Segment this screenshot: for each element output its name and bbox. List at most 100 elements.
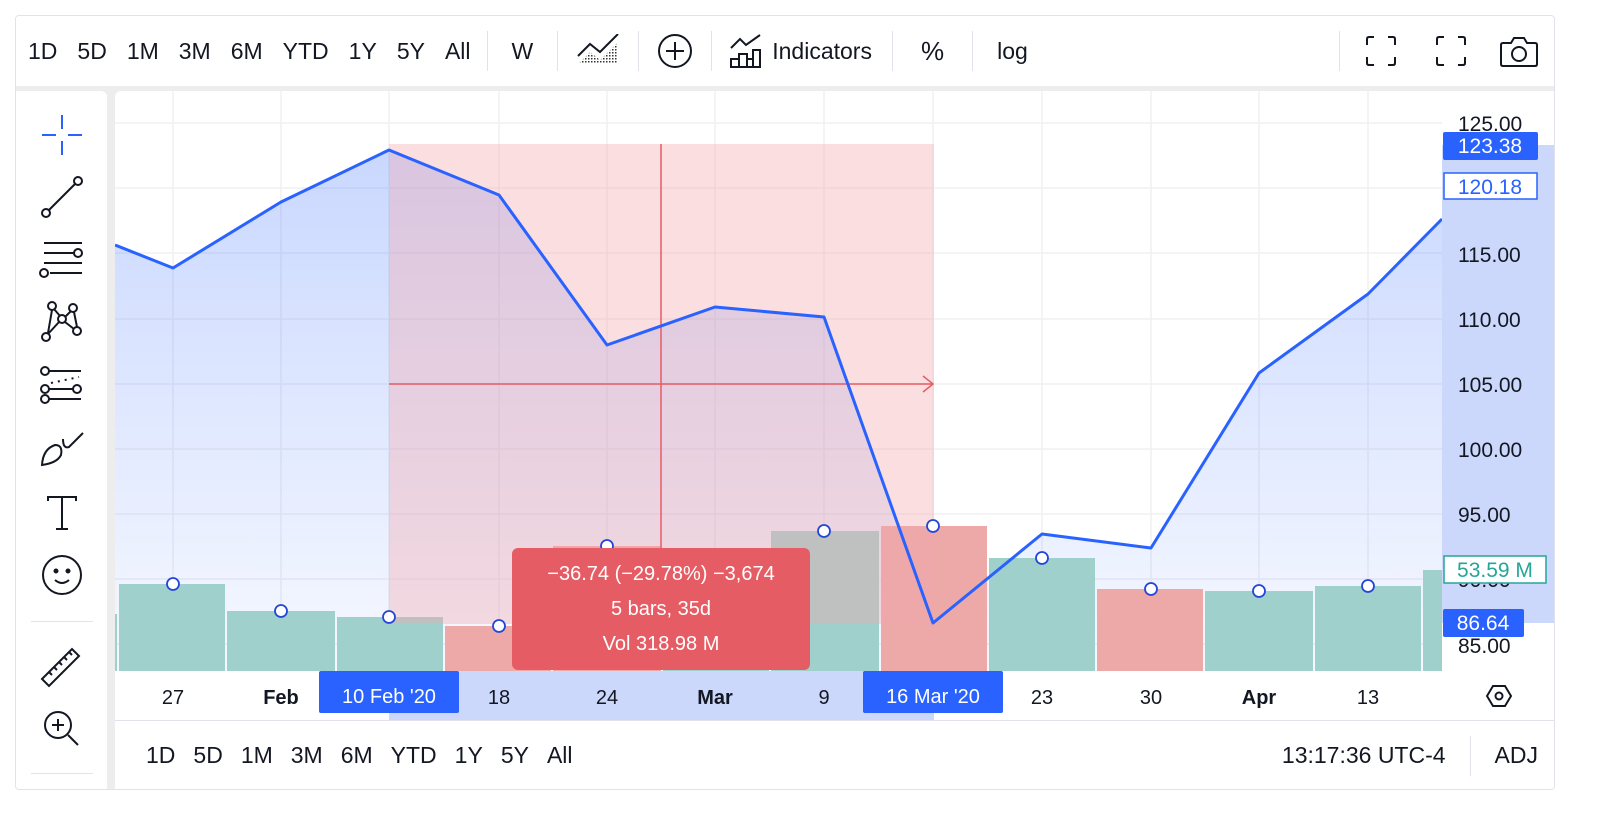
- divider: [557, 31, 559, 71]
- drawing-toolbar: [16, 91, 107, 789]
- trend-line-icon: [41, 176, 83, 218]
- volume-label-bg: [1443, 555, 1547, 584]
- range-end-date: 16 Mar '20: [886, 686, 980, 708]
- svg-text:100.00: 100.00: [1458, 439, 1522, 462]
- svg-text:27: 27: [162, 687, 184, 709]
- crosshair-icon: [42, 115, 82, 155]
- bottom-range-6m[interactable]: 6M: [340, 742, 373, 768]
- svg-text:23: 23: [1031, 687, 1053, 709]
- range-1d[interactable]: 1D: [28, 37, 58, 64]
- svg-text:Apr: Apr: [1242, 687, 1277, 709]
- settings-icon[interactable]: [1485, 685, 1513, 707]
- range-start-date: 10 Feb '20: [342, 686, 436, 708]
- bottom-range-all[interactable]: All: [546, 742, 573, 768]
- measure-arrow-icon: [922, 375, 935, 393]
- bottom-range-1m[interactable]: 1M: [240, 742, 273, 768]
- divider: [31, 621, 93, 622]
- chart-widget: 1D 5D 1M 3M 6M YTD 1Y 5Y All W: [15, 15, 1555, 790]
- plus-circle-icon: [658, 34, 693, 68]
- svg-text:9: 9: [818, 687, 829, 709]
- svg-text:85.00: 85.00: [1458, 635, 1511, 658]
- screenshot-button[interactable]: [1486, 16, 1554, 86]
- svg-text:13: 13: [1357, 687, 1379, 709]
- bottom-toolbar: 1D 5D 1M 3M 6M YTD 1Y 5Y All 13:17:36 UT…: [115, 720, 1554, 789]
- last-price-label: 120.18: [1458, 176, 1522, 199]
- range-high-label: 123.38: [1458, 135, 1522, 158]
- zoom-in-icon: [44, 711, 79, 746]
- bottom-range-3m[interactable]: 3M: [290, 742, 323, 768]
- ruler-icon: [40, 647, 81, 688]
- price-axis-range-highlight: [1442, 145, 1554, 623]
- range-start-date-bg: [319, 671, 459, 713]
- svg-text:30: 30: [1140, 687, 1162, 709]
- range-low-label-bg: [1443, 609, 1524, 637]
- text-icon: [47, 496, 77, 530]
- bottom-range-5y[interactable]: 5Y: [500, 742, 529, 768]
- indicators-label: Indicators: [772, 37, 872, 64]
- range-3m[interactable]: 3M: [178, 37, 211, 64]
- divider: [711, 31, 713, 71]
- svg-text:115.00: 115.00: [1458, 244, 1521, 267]
- compare-button[interactable]: [645, 16, 705, 86]
- svg-text:95.00: 95.00: [1458, 504, 1511, 527]
- fullscreen-button[interactable]: [1346, 16, 1416, 86]
- ruler-tool[interactable]: [36, 639, 88, 691]
- timezone-clock[interactable]: 13:17:36 UTC-4: [1281, 742, 1446, 768]
- range-5y[interactable]: 5Y: [396, 37, 425, 64]
- horizontal-lines-icon: [39, 242, 83, 278]
- bottom-range-1y[interactable]: 1Y: [454, 742, 483, 768]
- bottom-range-1d[interactable]: 1D: [146, 742, 176, 768]
- divider: [486, 31, 488, 71]
- emoji-tool[interactable]: [36, 549, 88, 601]
- volume-markers: [166, 519, 1375, 633]
- zoom-in-tool[interactable]: [36, 703, 88, 755]
- fib-tool[interactable]: [36, 361, 88, 413]
- chart-pane[interactable]: 125.00 115.00 110.00 105.00 100.00 95.00…: [115, 91, 1555, 789]
- price-chart[interactable]: 125.00 115.00 110.00 105.00 100.00 95.00…: [115, 91, 1555, 721]
- last-price-label-bg: [1443, 172, 1538, 200]
- svg-text:110.00: 110.00: [1458, 309, 1521, 332]
- range-end-date-bg: [863, 671, 1003, 713]
- text-tool[interactable]: [36, 487, 88, 539]
- measure-change: −36.74 (−29.78%) −3,674: [547, 563, 775, 585]
- divider: [972, 31, 974, 71]
- range-6m[interactable]: 6M: [230, 37, 263, 64]
- measure-tooltip: −36.74 (−29.78%) −3,674 5 bars, 35d Vol …: [512, 548, 810, 670]
- bottom-range-ytd[interactable]: YTD: [390, 742, 437, 768]
- range-1y[interactable]: 1Y: [348, 37, 377, 64]
- emoji-icon: [42, 555, 82, 595]
- log-scale-button[interactable]: log: [997, 37, 1028, 64]
- range-1m[interactable]: 1M: [126, 37, 159, 64]
- divider: [1339, 31, 1340, 71]
- svg-text:Feb: Feb: [263, 687, 299, 709]
- range-all[interactable]: All: [444, 37, 471, 64]
- divider: [1469, 735, 1471, 776]
- range-ytd[interactable]: YTD: [282, 37, 329, 64]
- indicators-icon: [730, 34, 762, 68]
- patterns-tool[interactable]: [36, 297, 88, 349]
- price-area: [115, 150, 1442, 671]
- crosshair-tool[interactable]: [36, 109, 88, 161]
- svg-text:24: 24: [596, 687, 618, 709]
- svg-text:18: 18: [488, 687, 510, 709]
- brush-tool[interactable]: [36, 423, 88, 475]
- camera-icon: [1500, 37, 1538, 67]
- horizontal-lines-tool[interactable]: [36, 235, 88, 287]
- range-low-label: 86.64: [1457, 612, 1510, 635]
- adjustment-toggle[interactable]: ADJ: [1494, 742, 1538, 768]
- bottom-range-5d[interactable]: 5D: [193, 742, 223, 768]
- svg-text:105.00: 105.00: [1458, 374, 1522, 397]
- fullscreen-alt-icon: [1436, 36, 1466, 66]
- area-chart-icon: [577, 34, 619, 64]
- measure-bars: 5 bars, 35d: [610, 598, 712, 620]
- fullscreen-alt-button[interactable]: [1416, 16, 1486, 86]
- fib-retracement-icon: [40, 366, 82, 404]
- trend-line-tool[interactable]: [36, 171, 88, 223]
- time-axis-ticks: 27 Feb 18 24 Mar 9 23 30 Apr 13: [162, 687, 1379, 709]
- range-5d[interactable]: 5D: [77, 37, 107, 64]
- interval-button[interactable]: W: [511, 37, 534, 64]
- percent-scale-button[interactable]: %: [920, 35, 945, 66]
- chart-type-button[interactable]: [564, 16, 632, 86]
- indicators-button[interactable]: Indicators: [718, 16, 886, 86]
- divider: [31, 773, 93, 774]
